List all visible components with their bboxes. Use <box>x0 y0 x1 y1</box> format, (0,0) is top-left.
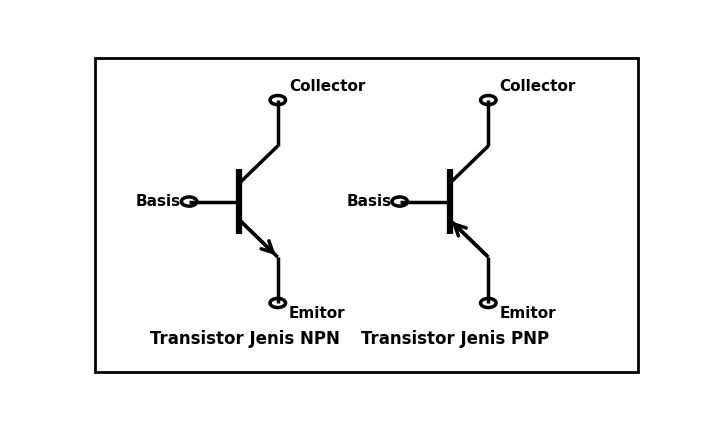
Text: Collector: Collector <box>289 79 365 94</box>
Text: Collector: Collector <box>499 79 576 94</box>
Text: Basis: Basis <box>346 194 391 209</box>
Text: Transistor Jenis NPN: Transistor Jenis NPN <box>149 330 340 348</box>
Text: Emitor: Emitor <box>499 306 556 321</box>
Text: Emitor: Emitor <box>289 306 345 321</box>
Text: Basis: Basis <box>136 194 181 209</box>
Text: Transistor Jenis PNP: Transistor Jenis PNP <box>361 330 549 348</box>
